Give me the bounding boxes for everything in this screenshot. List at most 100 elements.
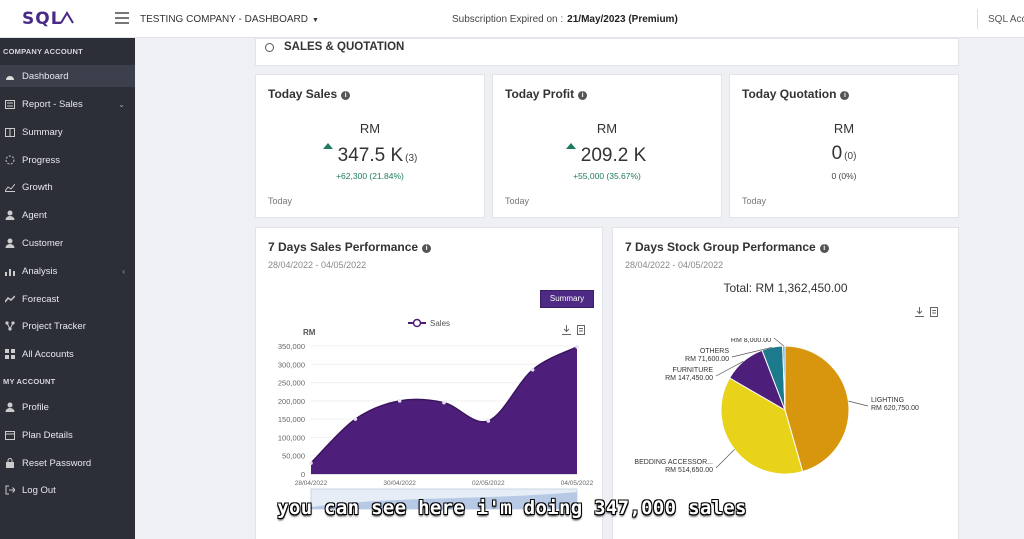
today-profit-card: Today Profit i RM 209.2 K +55,000 (35.67%…: [492, 74, 722, 218]
data-point: [442, 400, 446, 405]
card-footer: Today: [268, 196, 293, 206]
pie-slice-amount: RM 514,650.00: [665, 467, 713, 474]
x-tick-label: 30/04/2022: [383, 480, 416, 487]
y-tick-label: 100,000: [278, 433, 305, 442]
chart-tools: [562, 322, 585, 340]
sidebar-item-project-tracker[interactable]: Project Tracker: [0, 315, 135, 337]
pie-slice: [720, 377, 804, 475]
sidebar-item-agent[interactable]: Agent: [0, 204, 135, 226]
info-icon[interactable]: i: [578, 91, 588, 100]
info-icon[interactable]: i: [819, 244, 829, 253]
sidebar-item-analysis[interactable]: Analysis ‹: [0, 260, 135, 282]
dashboard-icon: [5, 72, 15, 81]
circle-icon: [265, 43, 274, 52]
document-icon[interactable]: [577, 322, 585, 340]
stat-change: +62,300 (21.84%): [336, 171, 404, 181]
card-title-text: 7 Days Stock Group Performance: [625, 240, 816, 254]
sales-area-chart: RM Sales 0 50,000 100,000 150,000 200,000 250,0…: [278, 318, 594, 510]
sidebar-item-label: Dashboard: [22, 70, 69, 82]
currency-label: RM: [596, 121, 618, 136]
sidebar-item-progress[interactable]: Progress: [0, 149, 135, 171]
card-title: Today Profit i: [505, 87, 588, 101]
y-axis-label: RM: [303, 328, 316, 337]
info-icon[interactable]: i: [422, 244, 432, 253]
stat-count: (0): [844, 151, 857, 162]
chevron-left-icon: ‹: [122, 266, 125, 276]
sidebar-item-label: Summary: [22, 126, 63, 138]
sales-performance-card: 7 Days Sales Performance i 28/04/2022 - 0…: [255, 227, 603, 539]
card-title-text: Today Sales: [268, 87, 338, 101]
chevron-down-icon: ⌄: [118, 99, 125, 109]
stat-change: +55,000 (35.67%): [573, 171, 641, 181]
x-tick-label: 04/05/2022: [561, 480, 594, 487]
value-row: 0 (0): [730, 143, 958, 165]
y-tick-label: 350,000: [278, 342, 305, 351]
sidebar-item-label: All Accounts: [22, 348, 74, 360]
y-tick-label: 0: [301, 470, 305, 479]
pie-slice-label: BEDDING ACCESSOR...: [634, 459, 713, 466]
download-icon[interactable]: [915, 304, 924, 322]
sidebar-item-label: Analysis: [22, 265, 58, 277]
document-icon[interactable]: [930, 304, 938, 322]
card-title-text: 7 Days Sales Performance: [268, 240, 419, 254]
chevron-down-icon: ▼: [311, 17, 319, 24]
account-menu[interactable]: SQL Acc: [988, 14, 1024, 25]
sidebar-item-log-out[interactable]: Log Out: [0, 479, 135, 501]
sidebar-item-summary[interactable]: Summary: [0, 121, 135, 143]
sidebar-item-report-sales[interactable]: Report - Sales ⌄: [0, 93, 135, 115]
data-point: [530, 367, 535, 372]
pie-slice-label: FURNITURE: [673, 367, 714, 374]
summary-button[interactable]: Summary: [540, 290, 594, 308]
sidebar-item-plan-details[interactable]: Plan Details: [0, 424, 135, 446]
sidebar-item-customer[interactable]: Customer: [0, 232, 135, 254]
y-tick-label: 200,000: [278, 397, 305, 406]
download-icon[interactable]: [562, 322, 571, 340]
sidebar-item-label: Growth: [22, 181, 53, 193]
sidebar: COMPANY ACCOUNT Dashboard Report - Sales…: [0, 38, 135, 539]
trend-up-icon: [322, 143, 333, 149]
lock-icon: [5, 458, 15, 468]
sidebar-item-forecast[interactable]: Forecast: [0, 288, 135, 310]
currency-label: RM: [359, 121, 381, 136]
customer-icon: [5, 238, 15, 248]
pie-leader-line: [715, 449, 735, 469]
chart-legend: Sales: [408, 318, 450, 328]
company-selector[interactable]: TESTING COMPANY - DASHBOARD ▼: [140, 14, 319, 25]
logo-mark-icon: [60, 11, 74, 24]
sidebar-item-dashboard[interactable]: Dashboard: [0, 65, 135, 87]
hamburger-menu-icon[interactable]: [115, 12, 129, 24]
pie-leader-line: [848, 400, 869, 407]
stat-value: 347.5 K: [337, 145, 404, 166]
sidebar-item-reset-password[interactable]: Reset Password: [0, 452, 135, 474]
y-tick-label: 300,000: [278, 360, 305, 369]
trend-up-icon: [565, 143, 576, 149]
value-row: 347.5 K (3): [256, 143, 484, 167]
info-icon[interactable]: i: [840, 91, 850, 100]
legend-label: Sales: [430, 319, 450, 328]
info-icon[interactable]: i: [341, 91, 351, 100]
stat-count: (3): [405, 153, 418, 164]
card-title: Today Quotation i: [742, 87, 850, 101]
sidebar-item-all-accounts[interactable]: All Accounts: [0, 343, 135, 365]
date-range: 28/04/2022 - 04/05/2022: [625, 260, 724, 270]
video-caption: you can see here i'm doing 347,000 sales: [277, 497, 747, 519]
accounts-icon: [5, 349, 15, 359]
chart-tools: [915, 304, 938, 322]
sidebar-item-label: Report - Sales: [22, 98, 83, 110]
sidebar-item-growth[interactable]: Growth: [0, 176, 135, 198]
sidebar-item-profile[interactable]: Profile: [0, 396, 135, 418]
sidebar-item-label: Reset Password: [22, 457, 92, 469]
sidebar-item-label: Log Out: [22, 484, 56, 496]
range-navigator: [310, 488, 578, 510]
forecast-icon: [5, 294, 15, 304]
stock-performance-card: 7 Days Stock Group Performance i 28/04/20…: [612, 227, 959, 539]
stat-change: 0 (0%): [831, 171, 857, 181]
agent-icon: [5, 210, 15, 220]
card-title: 7 Days Sales Performance i: [268, 240, 432, 254]
pie-slice-amount: RM 620,750.00: [871, 405, 919, 412]
section-header: SALES & QUOTATION: [255, 38, 959, 66]
pie-slice-amount: RM 147,450.00: [665, 375, 713, 382]
sidebar-item-label: Plan Details: [22, 429, 73, 441]
app-logo[interactable]: SQL: [22, 9, 63, 29]
